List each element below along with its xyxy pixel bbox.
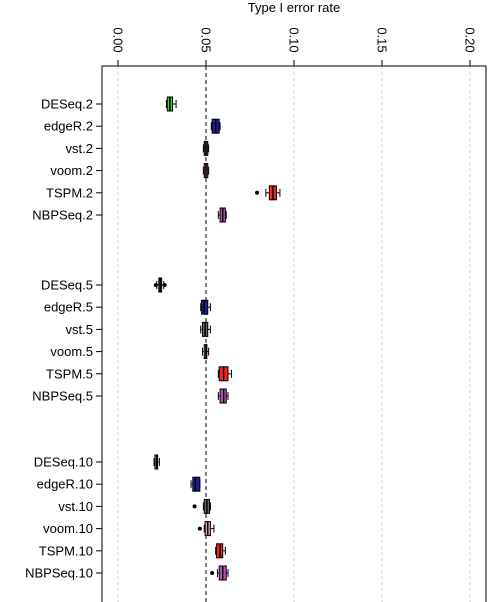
axis-ticks: 0.00 0.05 0.10 0.15 0.20 xyxy=(111,27,478,66)
category-label: voom.2 xyxy=(50,163,93,178)
box-edgeR.5 xyxy=(200,299,211,315)
category-label: TSPM.2 xyxy=(46,185,93,200)
box-NBPSeq.5 xyxy=(217,388,229,404)
category-label: NBPSeq.2 xyxy=(32,208,93,223)
box-DESeq.10 xyxy=(153,454,160,470)
box-vst.2 xyxy=(202,140,210,156)
outlier-point xyxy=(192,504,197,509)
category-label: voom.5 xyxy=(50,344,93,359)
box-TSPM.5 xyxy=(217,366,233,382)
outlier-point xyxy=(197,526,202,531)
box-vst.10 xyxy=(192,498,211,514)
axis-tick-label: 0.20 xyxy=(463,27,478,52)
category-label: NBPSeq.5 xyxy=(32,389,93,404)
axis-tick-label: 0.00 xyxy=(111,27,126,52)
axis-tick-label: 0.05 xyxy=(199,27,214,52)
axis-tick-label: 0.15 xyxy=(375,27,390,52)
axis-tick-label: 0.10 xyxy=(287,27,302,52)
box-vst.5 xyxy=(200,321,211,337)
box-voom.5 xyxy=(201,344,210,360)
box-edgeR.10 xyxy=(190,476,201,492)
category-label: edgeR.2 xyxy=(44,119,93,134)
box-NBPSeq.2 xyxy=(217,207,227,223)
category-label: DESeq.10 xyxy=(34,455,93,470)
plot-frame xyxy=(101,65,487,602)
box-TSPM.10 xyxy=(215,543,226,559)
category-label: vst.10 xyxy=(58,499,93,514)
category-label: NBPSeq.10 xyxy=(25,566,93,581)
box-edgeR.2 xyxy=(210,118,221,134)
category-label: vst.2 xyxy=(66,141,93,156)
category-label: edgeR.10 xyxy=(37,477,93,492)
outlier-point xyxy=(162,283,167,287)
box-NBPSeq.10 xyxy=(210,565,229,581)
category-label: TSPM.10 xyxy=(39,543,93,558)
box-DESeq.2 xyxy=(165,96,177,112)
category-label: TSPM.5 xyxy=(46,366,93,381)
outlier-point xyxy=(255,190,260,195)
outlier-point xyxy=(210,571,215,575)
box-voom.10 xyxy=(197,521,215,537)
box-voom.2 xyxy=(202,163,210,179)
outlier-point xyxy=(153,283,158,287)
chart-title: Type I error rate xyxy=(248,0,340,15)
category-labels: DESeq.2 edgeR.2 vst.2 voom.2 TSPM.2 NBPSeq.2 D… xyxy=(25,97,102,581)
boxes-layer xyxy=(153,96,281,581)
category-label: DESeq.2 xyxy=(41,97,93,112)
category-label: DESeq.5 xyxy=(41,278,93,293)
box-DESeq.5 xyxy=(153,277,167,293)
category-label: edgeR.5 xyxy=(44,300,93,315)
category-label: vst.5 xyxy=(66,322,93,337)
category-label: voom.10 xyxy=(43,521,93,536)
grid-layer xyxy=(117,66,471,602)
box-body xyxy=(192,476,201,492)
box-TSPM.2 xyxy=(255,185,281,201)
